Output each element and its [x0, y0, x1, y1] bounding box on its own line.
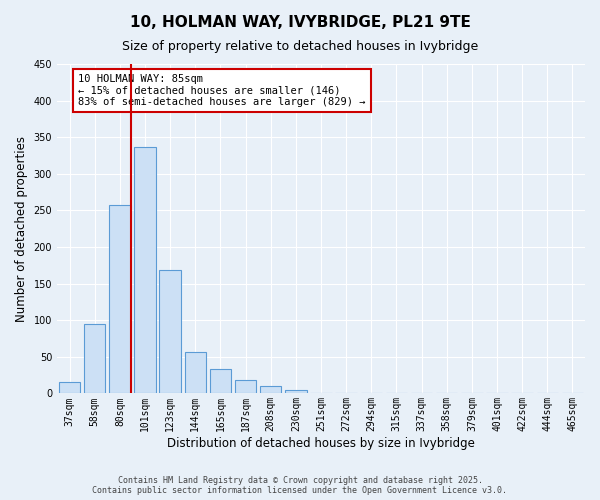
Bar: [59, 382, 80, 394]
Y-axis label: Number of detached properties: Number of detached properties: [15, 136, 28, 322]
Bar: [185, 352, 206, 394]
Bar: [134, 146, 156, 394]
Bar: [84, 324, 106, 394]
Bar: [335, 392, 357, 394]
Text: 10 HOLMAN WAY: 85sqm
← 15% of detached houses are smaller (146)
83% of semi-deta: 10 HOLMAN WAY: 85sqm ← 15% of detached h…: [78, 74, 365, 107]
Bar: [285, 390, 307, 394]
Bar: [210, 368, 231, 394]
X-axis label: Distribution of detached houses by size in Ivybridge: Distribution of detached houses by size …: [167, 437, 475, 450]
Bar: [235, 380, 256, 394]
Text: Contains HM Land Registry data © Crown copyright and database right 2025.
Contai: Contains HM Land Registry data © Crown c…: [92, 476, 508, 495]
Bar: [310, 392, 332, 394]
Text: Size of property relative to detached houses in Ivybridge: Size of property relative to detached ho…: [122, 40, 478, 53]
Text: 10, HOLMAN WAY, IVYBRIDGE, PL21 9TE: 10, HOLMAN WAY, IVYBRIDGE, PL21 9TE: [130, 15, 470, 30]
Bar: [109, 206, 131, 394]
Bar: [260, 386, 281, 394]
Bar: [160, 270, 181, 394]
